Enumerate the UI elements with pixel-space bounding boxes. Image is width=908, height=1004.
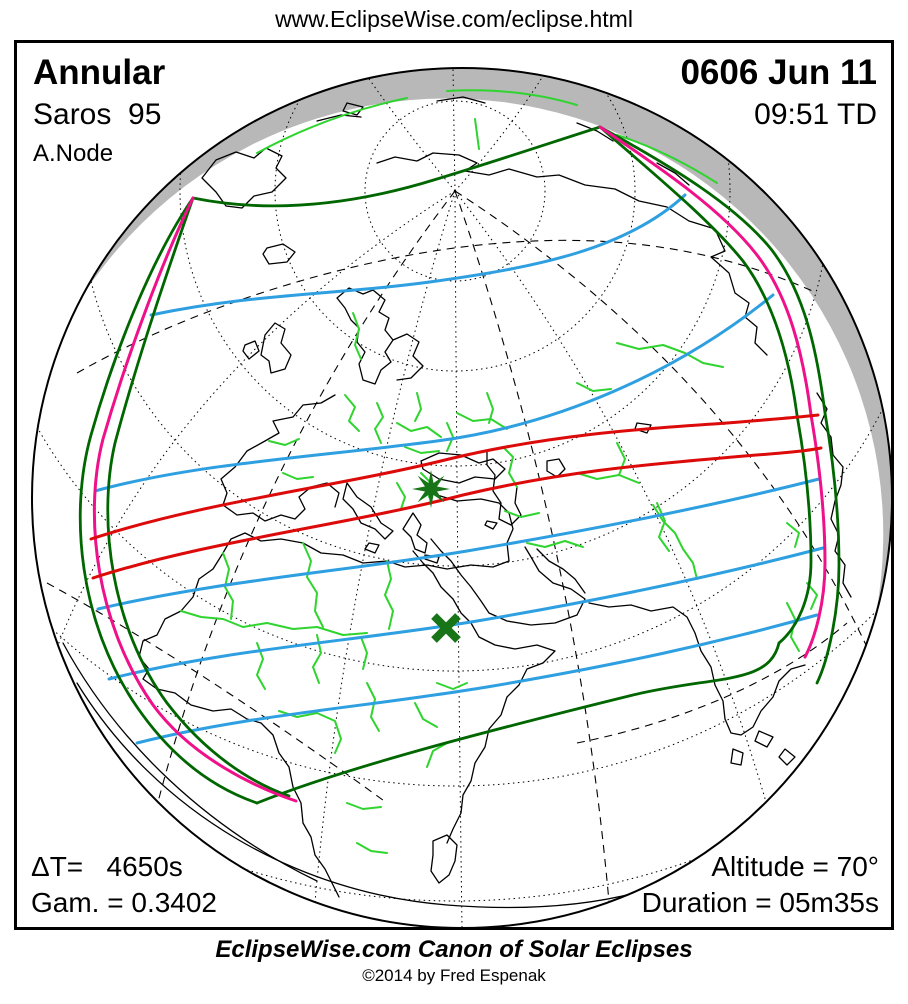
eclipse-map: [31, 67, 891, 927]
terminator-gray-band: [82, 68, 891, 617]
altitude-label: Altitude = 70°: [711, 850, 879, 882]
magnitude-contours: [93, 193, 825, 745]
central-path-limits: [89, 413, 823, 580]
saros-label: Saros 95: [33, 98, 162, 131]
penumbral-limits: [92, 125, 827, 803]
node-label: A.Node: [33, 140, 114, 167]
date-label: 0606 Jun 11: [680, 53, 877, 92]
footer-title: EclipseWise.com Canon of Solar Eclipses: [215, 936, 693, 963]
globe-limb: [31, 67, 891, 927]
greatest-duration-x: [431, 613, 461, 643]
map-frame: Annular Saros 95 A.Node 0606 Jun 11 09:5…: [14, 40, 894, 930]
header-url: www.EclipseWise.com/eclipse.html: [275, 6, 633, 32]
time-label: 09:51 TD: [754, 98, 877, 131]
eclipse-type-label: Annular: [33, 53, 166, 92]
duration-label: Duration = 05m35s: [641, 886, 879, 918]
rise-set-curves: [78, 125, 841, 805]
delta-t-label: ΔT= 4650s: [31, 850, 183, 882]
greatest-eclipse-star: [412, 470, 450, 508]
gamma-label: Gam. = 0.3402: [31, 886, 218, 918]
footer-copyright: ©2014 by Fred Espenak: [362, 966, 546, 985]
